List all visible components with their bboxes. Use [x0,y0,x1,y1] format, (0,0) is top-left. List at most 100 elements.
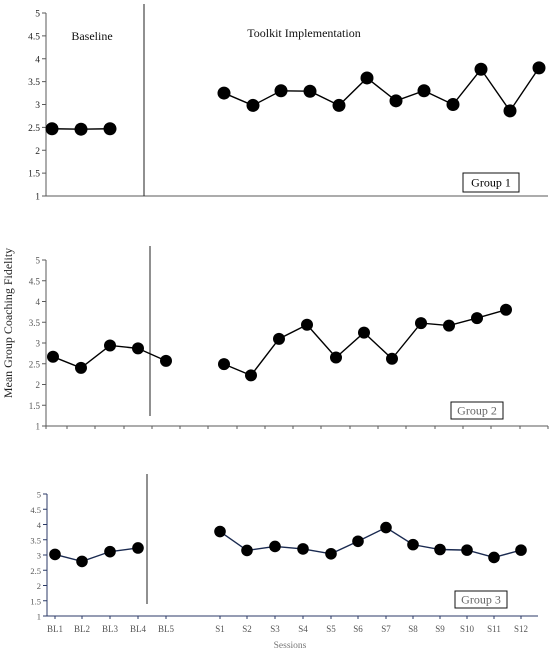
series-line-baseline [54,547,139,563]
x-tick-label: S7 [381,624,391,634]
data-point-s9 [443,319,455,332]
data-point-bl2 [76,555,88,568]
phase-label-baseline: Baseline [71,29,112,43]
data-point-s1 [217,86,231,100]
data-point-s10 [471,312,483,325]
y-tick-label: 4 [36,297,41,307]
y-tick-label: 2 [35,147,40,157]
data-point-s7 [380,521,392,534]
x-tick-label: S11 [487,624,501,634]
x-tick-label: BL2 [74,624,90,634]
data-point-s6 [358,326,370,339]
y-tick-label: 1 [37,612,41,622]
x-tick-labels: BL1 BL2 BL3 BL4 BL5 S1 S2 S3 S4 S5 S6 S7 S8 S9 S10 S11 S… [47,624,528,634]
group-label: Group 2 [457,404,497,418]
y-tick-label: 1.5 [30,596,41,606]
data-point-s7 [386,352,398,365]
group-label: Group 1 [471,176,511,190]
data-point-s4 [297,543,309,555]
x-tick-label: S5 [326,624,336,634]
data-point-bl1 [45,122,59,136]
data-point-s11 [488,551,500,564]
x-tick-label: S9 [435,624,445,634]
y-tick-label: 4.5 [28,32,40,42]
data-point-s8 [415,317,427,330]
data-point-bl1 [47,350,59,363]
data-point-s9 [434,543,446,556]
phase-label-implementation: Toolkit Implementation [247,26,360,40]
y-tick-label: 3 [36,339,41,349]
data-point-bl2 [75,361,87,374]
chart-panels: 1 1.5 2 2.5 3 3.5 4 4.5 5 Baseline Toolkit Impleme… [28,4,549,634]
y-tick-label: 1 [36,422,41,432]
x-tick-label: S10 [460,624,475,634]
data-point-s11 [500,303,512,316]
y-tick-label: 2.5 [29,359,41,369]
data-point-s9 [446,98,460,111]
panel-group-1: 1 1.5 2 2.5 3 3.5 4 4.5 5 Baseline Toolkit Impleme… [28,4,548,203]
data-point-bl3 [104,339,116,352]
y-tick-label: 5 [37,490,41,500]
x-tick-label: S2 [242,624,252,634]
y-tick-label: 4 [35,55,40,65]
data-point-s12 [515,544,527,556]
y-tick-label: 5 [35,10,40,20]
group-label-box [462,172,520,193]
data-point-s8 [407,538,419,551]
y-tick-label: 1.5 [28,170,40,180]
data-point-s3 [269,540,281,553]
y-tick-label: 3.5 [30,535,41,545]
data-point-bl1 [49,548,61,561]
data-point-s10 [461,544,473,556]
x-tick-label: S3 [270,624,280,634]
data-point-s1 [214,525,226,538]
data-point-s5 [330,351,342,364]
x-tick-label: S1 [215,624,225,634]
y-tick-label: 3.5 [28,78,40,88]
data-point-bl2 [74,122,88,136]
panel-group-3: 1 1.5 2 2.5 3 3.5 4 4.5 5 Group 3 [30,474,538,622]
data-point-s3 [274,84,288,98]
y-tick-label: 4.5 [29,276,41,286]
series-line-intervention [223,309,507,377]
series-line-intervention [219,526,522,559]
y-axis-label: Mean Group Coaching Fidelity [1,248,15,398]
data-point-s5 [332,98,346,112]
data-point-s12 [532,61,546,75]
data-point-s2 [245,369,257,382]
y-tick-label: 1.5 [29,401,41,411]
data-point-s5 [325,547,337,560]
x-tick-label: BL1 [47,624,63,634]
x-tick-label: S6 [353,624,363,634]
data-point-s6 [360,71,374,85]
data-point-s2 [241,544,253,557]
data-point-s4 [303,84,317,98]
y-tick-label: 2 [37,581,41,591]
x-axis-label: Sessions [274,641,307,651]
data-point-s6 [352,535,364,548]
panel-group-2: 1 1.5 2 2.5 3 3.5 4 4.5 5 Group 2 [29,246,549,432]
y-tick-label: 1 [35,193,40,203]
x-tick-label: S12 [514,624,528,634]
y-tick-label: 2 [36,380,41,390]
data-point-s1 [218,358,230,371]
data-point-s7 [389,94,403,108]
data-point-s4 [301,318,313,331]
data-point-s11 [503,104,517,118]
data-point-bl4 [132,542,144,554]
y-tick-label: 4.5 [30,505,41,515]
y-tick-label: 3.5 [29,318,41,328]
data-point-bl3 [104,545,116,558]
x-tick-label: BL4 [130,624,147,634]
data-point-bl5 [160,354,172,367]
group-label: Group 3 [461,593,501,607]
y-tick-label: 4 [37,520,42,530]
group-label-box [454,590,508,609]
data-point-s2 [246,98,260,112]
x-tick-label: S8 [408,624,418,634]
data-point-bl4 [132,342,144,355]
y-tick-label: 2.5 [30,566,41,576]
x-tick-label: BL5 [158,624,175,634]
y-tick-label: 2.5 [28,124,40,134]
